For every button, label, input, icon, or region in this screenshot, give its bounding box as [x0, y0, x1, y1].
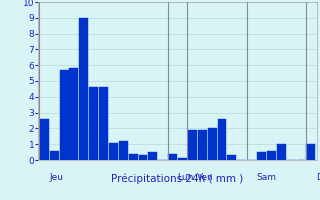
Bar	[198, 130, 207, 160]
Bar	[178, 158, 187, 160]
Text: Ven: Ven	[197, 173, 214, 182]
Bar	[129, 154, 138, 160]
Bar	[188, 130, 197, 160]
Bar	[208, 128, 217, 160]
Bar	[277, 144, 286, 160]
Bar	[109, 143, 118, 160]
Bar	[79, 18, 88, 160]
Bar	[228, 155, 236, 160]
Bar	[307, 144, 315, 160]
Bar	[40, 119, 49, 160]
Bar	[267, 151, 276, 160]
Bar	[50, 151, 59, 160]
Bar	[168, 154, 177, 160]
Text: Sam: Sam	[257, 173, 276, 182]
Bar	[148, 152, 157, 160]
Bar	[139, 155, 148, 160]
Bar	[60, 70, 68, 160]
Bar	[89, 87, 98, 160]
Text: Dim: Dim	[316, 173, 320, 182]
Bar	[69, 68, 78, 160]
Bar	[119, 141, 128, 160]
Text: Jeu: Jeu	[49, 173, 63, 182]
X-axis label: Précipitations 24h ( mm ): Précipitations 24h ( mm )	[111, 174, 244, 184]
Bar	[99, 87, 108, 160]
Text: Lun: Lun	[178, 173, 194, 182]
Bar	[257, 152, 266, 160]
Bar	[218, 119, 227, 160]
